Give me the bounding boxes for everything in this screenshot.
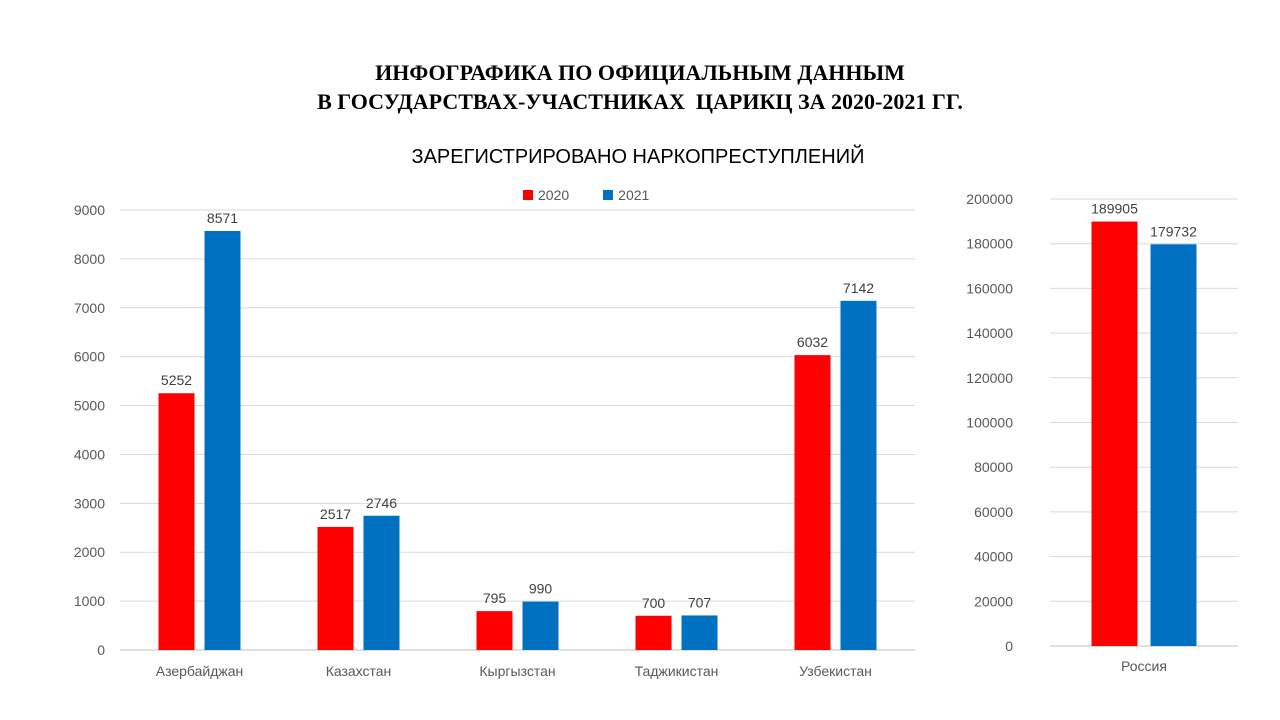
legend-label-2020: 2020 — [538, 187, 570, 203]
legend-swatch-2021 — [603, 190, 614, 200]
legend-swatch-2020 — [523, 190, 533, 200]
legend-item-2021: 2021 — [603, 187, 649, 203]
y-tick-label-1-160000: 160000 — [966, 280, 1013, 296]
bar-2021-0-4 — [840, 300, 877, 650]
y-tick-label-1-200000: 200000 — [966, 191, 1013, 207]
y-tick-label-1-20000: 20000 — [974, 593, 1013, 609]
bar-2020-0-1 — [317, 526, 354, 650]
bar-2020-0-0 — [158, 393, 195, 650]
data-label-2020-0-2: 795 — [483, 590, 507, 606]
page-title-line-1: ИНФОГРАФИКА ПО ОФИЦИАЛЬНЫМ ДАННЫМ — [375, 60, 905, 85]
data-label-2020-0-3: 700 — [642, 595, 666, 611]
y-tick-label-1-60000: 60000 — [974, 504, 1013, 520]
x-category-label-0-0: Азербайджан — [156, 663, 244, 679]
y-tick-label-1-140000: 140000 — [966, 325, 1013, 341]
y-tick-label-0-8000: 8000 — [74, 251, 105, 267]
data-label-2021-0-0: 8571 — [207, 210, 238, 226]
y-tick-label-0-5000: 5000 — [74, 398, 105, 414]
chart-title: ЗАРЕГИСТРИРОВАНО НАРКОПРЕСТУПЛЕНИЙ — [411, 146, 865, 168]
bar-2021-0-2 — [522, 601, 559, 650]
y-tick-label-1-100000: 100000 — [966, 415, 1013, 431]
data-label-2021-0-2: 990 — [529, 581, 553, 597]
x-category-label-1-0: Россия — [1121, 658, 1167, 674]
y-tick-label-1-40000: 40000 — [974, 549, 1013, 565]
bar-2020-0-2 — [476, 611, 513, 650]
y-tick-label-1-120000: 120000 — [966, 370, 1013, 386]
data-label-2020-0-4: 6032 — [797, 334, 828, 350]
y-tick-label-1-0: 0 — [1005, 638, 1013, 654]
bar-2021-0-0 — [204, 230, 241, 650]
data-label-2020-1-0: 189905 — [1091, 201, 1138, 217]
x-category-label-0-2: Кыргызстан — [479, 663, 555, 679]
y-tick-label-0-1000: 1000 — [74, 593, 105, 609]
legend-label-2021: 2021 — [618, 187, 650, 203]
y-tick-label-1-180000: 180000 — [966, 236, 1013, 252]
x-category-label-0-4: Узбекистан — [799, 663, 872, 679]
bar-2021-0-1 — [363, 515, 400, 650]
x-category-label-0-1: Казахстан — [326, 663, 392, 679]
data-label-2021-0-1: 2746 — [366, 495, 397, 511]
y-tick-label-0-6000: 6000 — [74, 349, 105, 365]
bar-2021-1-0 — [1150, 244, 1197, 646]
data-label-2021-0-3: 707 — [688, 594, 712, 610]
y-tick-label-0-0: 0 — [97, 642, 105, 658]
data-label-2020-0-1: 2517 — [320, 506, 351, 522]
bar-2021-0-3 — [681, 615, 718, 650]
data-label-2020-0-0: 5252 — [161, 372, 192, 388]
legend-item-2020: 2020 — [523, 187, 569, 203]
bar-2020-1-0 — [1091, 221, 1138, 647]
y-tick-label-0-7000: 7000 — [74, 300, 105, 316]
x-category-label-0-3: Таджикистан — [635, 663, 719, 679]
data-label-2021-1-0: 179732 — [1150, 223, 1197, 239]
legend: 2020 2021 — [523, 186, 683, 204]
data-label-2021-0-4: 7142 — [843, 280, 874, 296]
bar-2020-0-3 — [635, 615, 672, 650]
page-title: ИНФОГРАФИКА ПО ОФИЦИАЛЬНЫМ ДАННЫМ В ГОСУ… — [0, 58, 1280, 116]
y-tick-label-0-9000: 9000 — [74, 202, 105, 218]
y-tick-label-0-3000: 3000 — [74, 495, 105, 511]
bar-2020-0-4 — [794, 355, 831, 650]
y-tick-label-0-2000: 2000 — [74, 544, 105, 560]
y-tick-label-1-80000: 80000 — [974, 459, 1013, 475]
page-title-line-2: В ГОСУДАРСТВАХ-УЧАСТНИКАХ ЦАРИКЦ ЗА 2020… — [317, 89, 963, 114]
y-tick-label-0-4000: 4000 — [74, 446, 105, 462]
